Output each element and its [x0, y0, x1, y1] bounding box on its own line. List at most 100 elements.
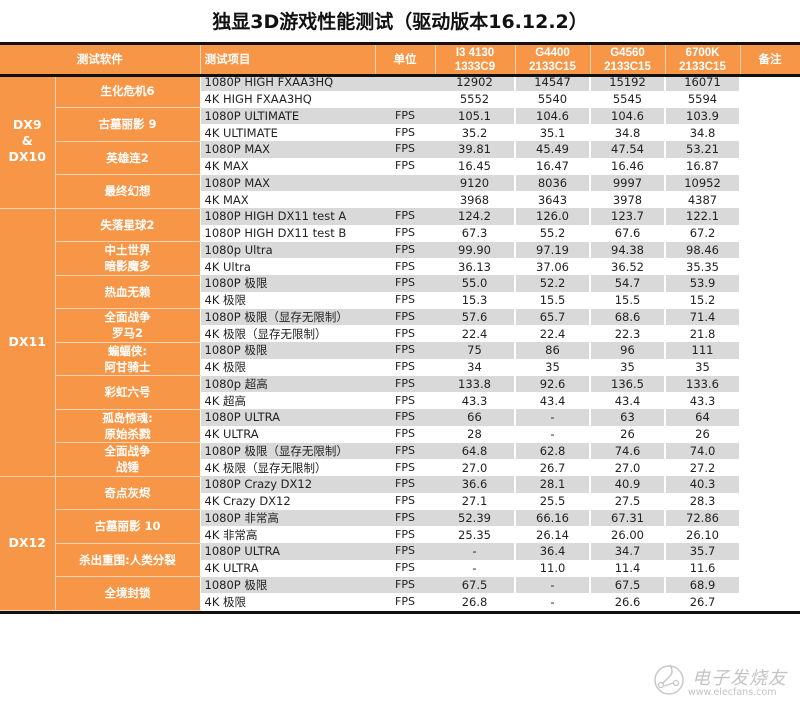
score-cell-cpu-2: 36.52 — [590, 258, 666, 275]
game-name-label: 最终幻想 — [104, 184, 151, 199]
score-cell-cpu-0: 15.3 — [435, 291, 516, 309]
game-name-label: 生化危机6 — [100, 83, 155, 98]
unit-cell: FPS — [375, 224, 435, 242]
score-cell-cpu-1: 3643 — [515, 191, 591, 208]
score-cell-cpu-2: 27.5 — [590, 492, 666, 510]
test-item-cell: 4K HIGH FXAA3HQ — [200, 90, 375, 108]
game-name-label: 战锤 — [116, 460, 139, 475]
game-name-cell: 全面战争 罗马2 — [55, 308, 201, 343]
test-item-cell: 1080P 极限（显存无限制） — [200, 308, 375, 326]
test-item-cell: 4K 极限 — [200, 358, 375, 376]
game-name-label: 孤岛惊魂: — [102, 410, 153, 425]
table-row: 杀出重围:人类分裂 1080P ULTRA FPS -36.4 34.7 35.7 — [0, 543, 800, 577]
score-cell-cpu-3: 43.3 — [665, 392, 741, 409]
table-row: 4K MAX FPS 16.45 16.47 16.46 16.87 — [0, 157, 800, 175]
game-name-label: 古墓丽影 10 — [94, 519, 161, 534]
score-cell-cpu-0: 67.5 — [435, 576, 516, 594]
game-name-cell: 杀出重围:人类分裂 — [55, 543, 201, 577]
game-name-cell: 全境封锁 — [55, 576, 201, 611]
test-item-cell: 4K 非常高 — [200, 526, 375, 543]
score-cell-cpu-0: 66 — [435, 409, 516, 426]
game-name-label: 英雄连2 — [106, 150, 149, 165]
page-title: 独显3D游戏性能测试（驱动版本16.12.2） — [212, 11, 588, 33]
test-item-cell: 4K Crazy DX12 — [200, 492, 375, 510]
unit-cell: FPS — [375, 559, 435, 577]
score-cell-cpu-2: 27.0 — [590, 459, 666, 476]
score-cell-cpu-0: 5552 — [435, 90, 516, 108]
test-item-cell: 1080p 超高 — [200, 375, 375, 393]
benchmark-table: 测试软件 测试项目 单位 I3 4130 1333C9 G4400 2133C15 … — [0, 45, 800, 611]
unit-cell: FPS — [375, 425, 435, 443]
score-cell-cpu-1: 8036 — [515, 174, 591, 192]
score-cell-cpu-0: 105.1 — [435, 107, 516, 125]
test-item-cell: 1080P Crazy DX12 — [200, 476, 375, 493]
score-cell-cpu-3: 35.7 — [665, 543, 741, 560]
score-cell-cpu-1: 92.6 — [515, 375, 591, 393]
unit-cell: FPS — [375, 107, 435, 125]
test-item-cell: 1080P HIGH DX11 test A — [200, 208, 375, 225]
score-cell-cpu-1: 5540 — [515, 90, 591, 108]
score-cell-cpu-1: 36.4 — [515, 543, 591, 560]
game-name-cell: 全面战争 战锤 — [55, 442, 201, 477]
api-group-label: DX12 — [8, 535, 46, 550]
top-rule — [0, 42, 800, 45]
game-name-label: 彩虹六号 — [104, 385, 151, 400]
score-cell-cpu-3: 26.7 — [665, 593, 741, 610]
test-item-cell: 1080P 极限（显存无限制） — [200, 442, 375, 460]
table-row: 4K 极限（显存无限制） FPS 27.0 26.7 27.0 27.2 — [0, 459, 800, 476]
score-cell-cpu-1: 104.6 — [515, 107, 591, 125]
score-cell-cpu-2: 63 — [590, 409, 666, 426]
score-cell-cpu-1: 86 — [515, 342, 591, 359]
score-cell-cpu-0: 22.4 — [435, 325, 516, 342]
score-cell-cpu-2: 9997 — [590, 174, 666, 192]
game-name-label: 热血无赖 — [104, 284, 151, 299]
score-cell-cpu-3: 103.9 — [665, 107, 741, 125]
game-name-label: 暗影魔多 — [104, 259, 151, 274]
score-cell-cpu-0: 55.0 — [435, 275, 516, 292]
score-cell-cpu-0: 39.81 — [435, 141, 516, 158]
score-cell-cpu-3: 28.3 — [665, 492, 741, 510]
test-item-cell: 1080P HIGH FXAA3HQ — [200, 74, 375, 91]
score-cell-cpu-2: 67.31 — [590, 509, 666, 527]
table-row: 4K 非常高 FPS 25.35 26.14 26.00 26.10 — [0, 526, 800, 543]
game-name-label: 全面战争 — [104, 310, 151, 325]
table-row: 4K ULTRA FPS 28-26 26 — [0, 425, 800, 443]
unit-cell — [375, 90, 435, 108]
game-name-label: 古墓丽影 9 — [98, 117, 157, 132]
game-name-label: 阿甘骑士 — [104, 359, 151, 374]
api-group-cell: DX9 & DX10 — [0, 74, 56, 209]
test-item-cell: 1080P MAX — [200, 141, 375, 158]
benchmark-table-container: 测试软件 测试项目 单位 I3 4130 1333C9 G4400 2133C15 … — [0, 42, 800, 614]
test-item-cell: 1080P 极限 — [200, 275, 375, 292]
test-item-cell: 4K ULTRA — [200, 559, 375, 577]
game-name-label: 全境封锁 — [104, 586, 151, 601]
score-cell-cpu-0: 28 — [435, 425, 516, 443]
score-cell-cpu-0: 3968 — [435, 191, 516, 208]
score-cell-cpu-2: 26.6 — [590, 593, 666, 610]
score-cell-cpu-2: 26 — [590, 425, 666, 443]
table-row: 4K 极限（显存无限制） FPS 22.4 22.4 22.3 21.8 — [0, 325, 800, 342]
score-cell-cpu-0: 75 — [435, 342, 516, 359]
unit-cell: FPS — [375, 392, 435, 409]
table-row: 彩虹六号 1080p 超高 FPS 133.8 92.6 136.5 133.6 — [0, 375, 800, 410]
api-group-cell: DX11 — [0, 208, 56, 477]
bottom-rule — [0, 610, 800, 614]
unit-cell: FPS — [375, 526, 435, 543]
test-item-cell: 4K ULTRA — [200, 425, 375, 443]
score-cell-cpu-0: 27.1 — [435, 492, 516, 510]
score-cell-cpu-1: 43.4 — [515, 392, 591, 409]
unit-cell: FPS — [375, 576, 435, 594]
score-cell-cpu-1: 25.5 — [515, 492, 591, 510]
score-cell-cpu-3: 71.4 — [665, 308, 741, 326]
test-item-cell: 4K ULTIMATE — [200, 124, 375, 141]
score-cell-cpu-3: 67.2 — [665, 224, 741, 242]
table-row: 4K Crazy DX12 FPS 27.1 25.5 27.5 28.3 — [0, 492, 800, 510]
score-cell-cpu-2: 123.7 — [590, 208, 666, 225]
game-name-label: 奇点灰烬 — [104, 485, 151, 500]
score-cell-cpu-1: 37.06 — [515, 258, 591, 275]
test-item-cell: 1080p Ultra — [200, 241, 375, 259]
watermark: 电子发烧友 www.elecfans.com — [652, 660, 792, 705]
game-name-label: 中土世界 — [104, 243, 151, 258]
header-cpu-1: G4400 2133C15 — [515, 45, 591, 74]
watermark-brand: 电子发烧友 — [692, 668, 787, 689]
